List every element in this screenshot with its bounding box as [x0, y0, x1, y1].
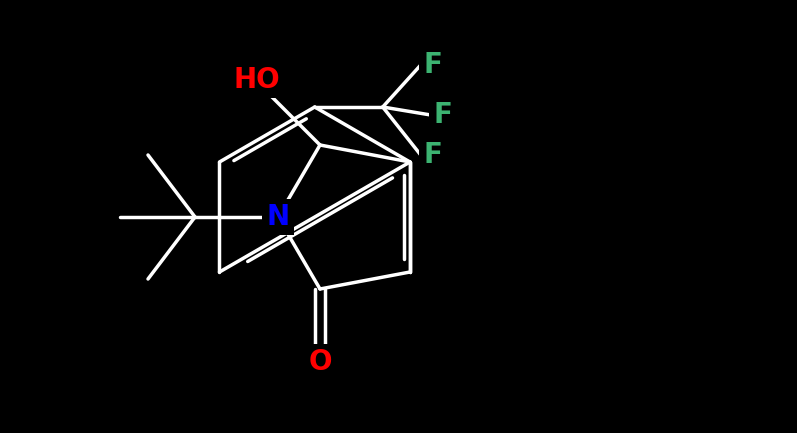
Text: F: F	[423, 51, 442, 79]
Text: F: F	[423, 141, 442, 169]
Text: N: N	[266, 203, 289, 231]
Text: F: F	[434, 101, 452, 129]
Text: HO: HO	[234, 66, 281, 94]
Text: O: O	[308, 348, 332, 376]
